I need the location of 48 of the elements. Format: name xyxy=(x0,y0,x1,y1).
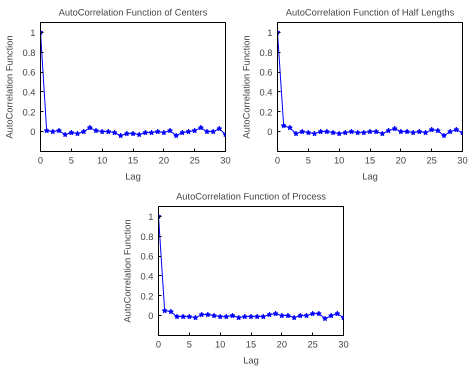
x-axis-title: Lag xyxy=(362,172,378,182)
y-tick-label: 0.6 xyxy=(260,68,272,78)
y-tick-label: 0 xyxy=(267,127,273,138)
y-tick-label: 1 xyxy=(30,28,36,38)
x-tick-label: 25 xyxy=(189,156,200,166)
x-tick-label: 5 xyxy=(306,156,311,166)
x-tick-label: 20 xyxy=(276,340,288,350)
x-tick-label: 5 xyxy=(186,340,192,350)
x-tick-label: 10 xyxy=(214,340,226,350)
x-tick-label: 20 xyxy=(158,156,170,166)
y-tick-label: 0 xyxy=(30,127,36,138)
y-tick-label: 1 xyxy=(148,212,154,222)
chart-title: AutoCorrelation Function of Process xyxy=(176,192,326,202)
y-tick-label: 0.2 xyxy=(140,291,154,302)
x-axis-title: Lag xyxy=(243,356,259,366)
chart-title: AutoCorrelation Function of Half Lengths xyxy=(286,8,455,18)
y-tick-label: 0.4 xyxy=(22,87,36,98)
y-tick-label: 0.6 xyxy=(22,68,36,78)
y-tick-label: 0.4 xyxy=(260,87,272,98)
chart-title: AutoCorrelation Function of Centers xyxy=(58,8,208,18)
y-tick-label: 0.8 xyxy=(140,232,154,242)
x-tick-label: 0 xyxy=(156,340,162,350)
x-tick-label: 10 xyxy=(334,156,344,166)
y-tick-label: 0.8 xyxy=(260,48,272,58)
x-tick-label: 0 xyxy=(274,156,280,166)
y-tick-label: 0.8 xyxy=(22,48,36,58)
y-tick-label: 0.4 xyxy=(140,271,154,282)
x-tick-label: 30 xyxy=(338,340,349,350)
y-axis-title: AutoCorrelation Function xyxy=(242,35,252,139)
y-tick-label: 1 xyxy=(267,28,273,38)
y-tick-label: 0.6 xyxy=(140,252,154,262)
x-tick-label: 30 xyxy=(220,156,231,166)
x-tick-label: 10 xyxy=(96,156,108,166)
x-tick-label: 0 xyxy=(38,156,44,166)
x-tick-label: 25 xyxy=(426,156,437,166)
x-axis-title: Lag xyxy=(125,172,141,182)
x-tick-label: 15 xyxy=(128,156,138,166)
x-tick-label: 15 xyxy=(246,340,256,350)
x-tick-label: 30 xyxy=(457,156,468,166)
x-tick-label: 20 xyxy=(396,156,406,166)
y-axis-title: AutoCorrelation Function xyxy=(4,35,15,139)
x-tick-label: 15 xyxy=(364,156,376,166)
y-tick-label: 0 xyxy=(148,311,154,322)
x-tick-label: 5 xyxy=(68,156,74,166)
y-tick-label: 0.2 xyxy=(260,107,272,118)
y-tick-label: 0.2 xyxy=(22,107,36,118)
y-axis-title: AutoCorrelation Function xyxy=(122,219,133,323)
x-tick-label: 25 xyxy=(307,340,318,350)
